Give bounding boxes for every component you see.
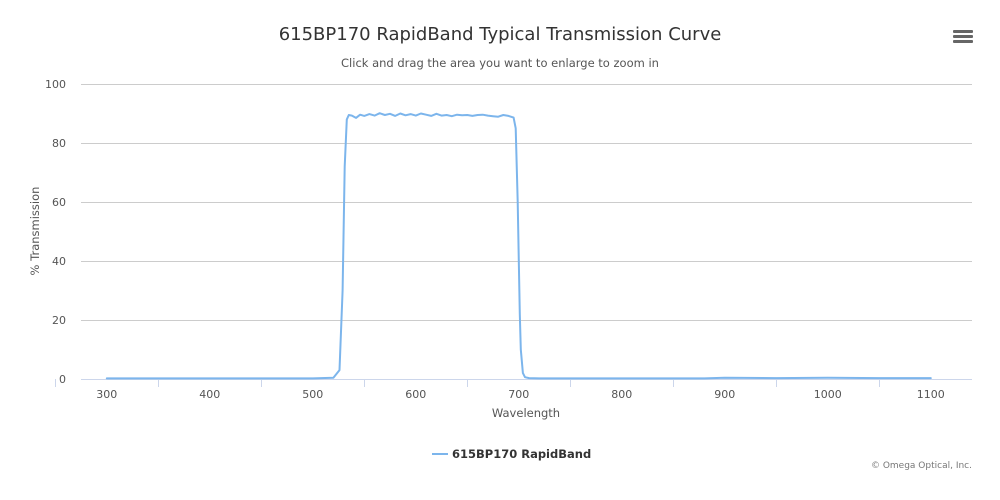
- menu-bar: [953, 40, 973, 43]
- y-tick-label: 20: [52, 314, 66, 327]
- series-line[interactable]: [105, 112, 932, 380]
- x-tick-label: 300: [96, 388, 117, 401]
- chart-subtitle: Click and drag the area you want to enla…: [341, 56, 659, 70]
- y-tick-label: 60: [52, 196, 66, 209]
- y-tick-label: 80: [52, 137, 66, 150]
- x-tick-label: 700: [508, 388, 529, 401]
- menu-bar: [953, 30, 973, 33]
- x-tick-label: 1000: [814, 388, 842, 401]
- chart-title: 615BP170 RapidBand Typical Transmission …: [278, 24, 722, 45]
- y-tick-label: 100: [45, 78, 66, 91]
- y-tick-label: 0: [59, 373, 66, 386]
- axes: 0 20 40 60 80 100 300 400 500 600 700 800 900 1000 110…: [45, 78, 972, 401]
- credits[interactable]: © Omega Optical, Inc.: [870, 461, 972, 471]
- x-tick-label: 900: [714, 388, 735, 401]
- x-axis-title: Wavelength: [492, 406, 560, 420]
- x-tick-label: 500: [302, 388, 323, 401]
- x-tick-label: 800: [611, 388, 632, 401]
- legend-series-label[interactable]: 615BP170 RapidBand: [452, 447, 591, 461]
- menu-bar: [953, 35, 973, 38]
- series-layer: [105, 112, 932, 380]
- y-tick-label: 40: [52, 255, 66, 268]
- y-axis-title: % Transmission: [28, 187, 42, 276]
- x-tick-label: 400: [199, 388, 220, 401]
- x-tick-label: 1100: [917, 388, 945, 401]
- x-tick-label: 600: [405, 388, 426, 401]
- hamburger-menu-icon[interactable]: [950, 28, 976, 48]
- grid-lines: [81, 84, 972, 321]
- legend[interactable]: 615BP170 RapidBand: [432, 447, 591, 461]
